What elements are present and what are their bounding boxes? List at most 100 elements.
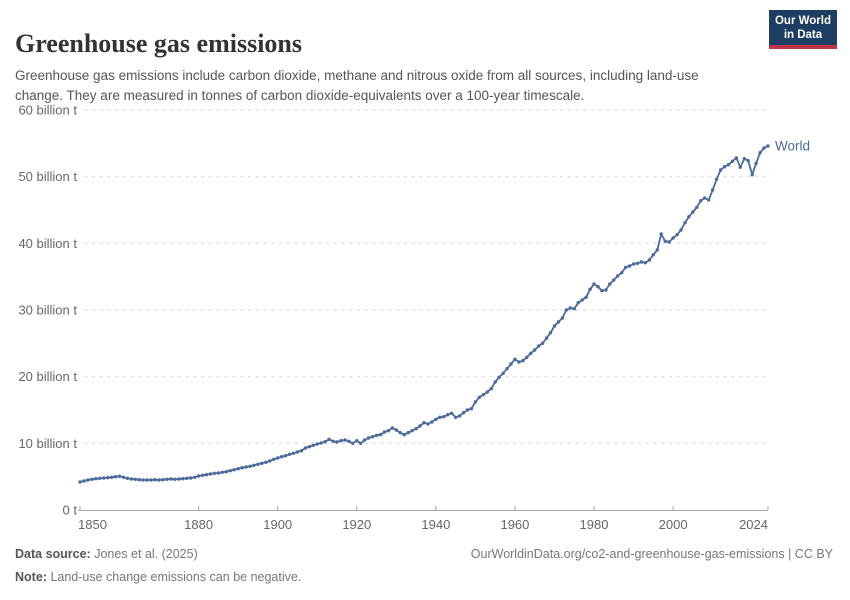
data-point bbox=[224, 470, 228, 474]
data-point bbox=[161, 478, 165, 482]
data-point bbox=[675, 233, 679, 237]
data-point bbox=[311, 443, 315, 447]
data-point bbox=[382, 430, 387, 434]
data-point bbox=[228, 469, 232, 473]
data-point bbox=[568, 306, 572, 310]
data-point bbox=[608, 282, 612, 286]
data-point bbox=[493, 380, 497, 384]
y-tick-label: 10 billion t bbox=[18, 436, 77, 451]
y-tick-label: 50 billion t bbox=[18, 169, 77, 184]
data-point bbox=[620, 271, 624, 275]
data-point bbox=[102, 476, 106, 480]
data-point bbox=[125, 476, 130, 480]
data-point bbox=[707, 198, 711, 202]
data-point bbox=[78, 480, 82, 484]
data-point bbox=[307, 445, 311, 449]
data-point bbox=[208, 472, 213, 476]
data-point bbox=[580, 298, 584, 302]
data-point bbox=[200, 473, 205, 477]
data-point bbox=[378, 433, 383, 437]
page-title: Greenhouse gas emissions bbox=[15, 29, 302, 59]
data-point bbox=[461, 411, 466, 415]
data-point bbox=[659, 232, 663, 236]
data-point bbox=[145, 478, 149, 482]
data-point bbox=[434, 417, 438, 421]
data-point bbox=[540, 341, 545, 345]
data-point bbox=[485, 390, 489, 394]
data-point bbox=[631, 262, 636, 266]
data-point bbox=[537, 344, 541, 348]
data-point bbox=[109, 475, 114, 479]
data-point bbox=[189, 476, 193, 480]
data-point bbox=[390, 426, 395, 430]
data-point bbox=[315, 442, 319, 446]
data-point bbox=[335, 440, 339, 444]
data-point bbox=[703, 196, 707, 200]
data-point bbox=[121, 475, 126, 479]
owid-url-link[interactable]: OurWorldinData.org/co2-and-greenhouse-ga… bbox=[470, 547, 833, 561]
data-point bbox=[734, 156, 739, 160]
data-point bbox=[667, 240, 671, 244]
data-point bbox=[351, 441, 355, 445]
data-point bbox=[548, 331, 553, 335]
data-point bbox=[149, 478, 153, 482]
data-source-label: Data source: bbox=[15, 547, 91, 561]
data-point bbox=[544, 336, 549, 340]
data-point bbox=[276, 456, 280, 460]
chart-note: Note: Land-use change emissions can be n… bbox=[15, 570, 833, 584]
emissions-line bbox=[79, 145, 769, 483]
owid-logo[interactable]: Our World in Data bbox=[768, 10, 837, 49]
data-point bbox=[556, 320, 561, 324]
data-point bbox=[374, 433, 379, 437]
data-point bbox=[473, 400, 478, 404]
data-point bbox=[647, 258, 652, 262]
data-point bbox=[762, 146, 766, 150]
data-point bbox=[406, 431, 410, 435]
data-point bbox=[604, 288, 608, 292]
data-point bbox=[370, 435, 375, 439]
data-point bbox=[687, 215, 691, 219]
data-point bbox=[529, 351, 533, 355]
chart-note-label: Note: bbox=[15, 570, 47, 584]
data-point bbox=[319, 441, 323, 445]
data-source-text: Data source: Jones et al. (2025) bbox=[15, 547, 198, 561]
data-point bbox=[386, 429, 391, 433]
data-point bbox=[726, 163, 731, 167]
data-point bbox=[331, 439, 335, 443]
data-point bbox=[651, 253, 655, 257]
data-point bbox=[133, 477, 138, 481]
data-point bbox=[323, 440, 327, 444]
data-point bbox=[113, 475, 118, 479]
data-point bbox=[232, 468, 236, 472]
data-point bbox=[86, 478, 90, 482]
data-point bbox=[517, 360, 521, 364]
data-point bbox=[394, 428, 398, 432]
x-tick-label: 1850 bbox=[78, 517, 107, 532]
data-point bbox=[738, 165, 742, 169]
x-tick-label: 1900 bbox=[263, 517, 292, 532]
data-point bbox=[525, 355, 529, 359]
data-point bbox=[106, 476, 110, 480]
data-point bbox=[627, 264, 632, 268]
data-point bbox=[141, 478, 145, 482]
data-point bbox=[639, 260, 644, 264]
data-point bbox=[718, 168, 723, 172]
data-point bbox=[363, 438, 367, 442]
data-point bbox=[564, 308, 568, 312]
data-point bbox=[82, 479, 86, 483]
data-point bbox=[291, 451, 296, 455]
x-tick-label: 1960 bbox=[500, 517, 529, 532]
data-point bbox=[299, 449, 304, 453]
data-point bbox=[117, 474, 122, 478]
chart-note-value: Land-use change emissions can be negativ… bbox=[50, 570, 302, 584]
data-point bbox=[414, 427, 418, 431]
data-point bbox=[596, 285, 600, 289]
y-tick-label: 20 billion t bbox=[18, 369, 77, 384]
data-point bbox=[758, 151, 762, 155]
data-point bbox=[347, 439, 351, 443]
data-point bbox=[280, 455, 284, 459]
data-point bbox=[236, 467, 240, 471]
data-point bbox=[505, 367, 509, 371]
